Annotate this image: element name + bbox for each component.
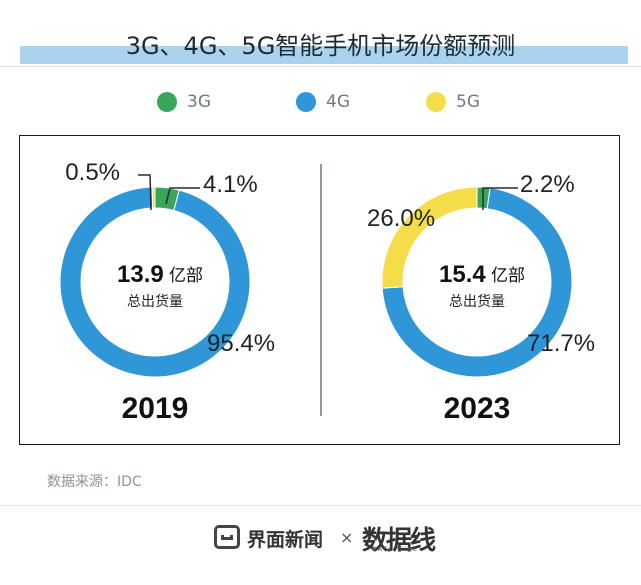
total-value-2019: 13.9 — [117, 261, 164, 288]
legend-item-3g: 3G — [157, 91, 211, 113]
brand-datawire-sub: DATA WIRE — [372, 546, 419, 553]
donut-2023-slice-5g — [381, 186, 478, 289]
leader-line-2019-5g — [138, 174, 152, 211]
brand-jiemian: 界面新闻 — [247, 529, 324, 551]
year-label-2023: 2023 — [444, 392, 511, 425]
total-value-2023: 15.4 — [439, 261, 486, 288]
legend-label-3g: 3G — [187, 92, 211, 112]
data-label-2023-3g: 2.2% — [520, 171, 575, 198]
chart-title: 3G、4G、5G智能手机市场份额预测 — [125, 32, 516, 60]
brand-datawire: 数据线 — [362, 526, 436, 556]
top-rule — [0, 66, 641, 67]
data-label-2019-3g: 4.1% — [203, 171, 258, 198]
data-label-2023-4g: 71.7% — [527, 330, 595, 357]
title-band — [20, 46, 628, 64]
chart-panel — [19, 135, 620, 445]
footer: 界面新闻 × 数据线 DATA WIRE — [0, 522, 641, 556]
leader-line-2023-3g — [482, 187, 518, 210]
donut-2023-slice-4g — [381, 187, 573, 378]
donut-2019-slice-4g — [59, 186, 251, 378]
data-source: 数据来源：IDC — [47, 474, 142, 490]
legend-item-4g: 4G — [296, 91, 350, 113]
total-unit-2019: 亿部 — [169, 266, 203, 286]
total-unit-2023: 亿部 — [491, 266, 525, 286]
data-label-2023-5g: 26.0% — [367, 205, 435, 232]
year-label-2019: 2019 — [122, 392, 189, 425]
leader-line-2019-3g — [165, 187, 200, 205]
legend-item-5g: 5G — [426, 91, 480, 113]
jiemian-logo-icon — [214, 525, 240, 549]
data-label-2019-5g: 0.5% — [65, 159, 120, 186]
legend: 3G 4G 5G — [0, 91, 641, 113]
footer-rule — [0, 505, 641, 506]
times-sign: × — [340, 528, 354, 547]
data-label-2019-4g: 95.4% — [207, 330, 275, 357]
legend-swatch-4g — [296, 92, 316, 112]
legend-label-5g: 5G — [456, 92, 480, 112]
total-label-2023: 总出货量 — [449, 293, 505, 310]
legend-swatch-3g — [157, 92, 177, 112]
panel-divider — [320, 164, 322, 416]
legend-label-4g: 4G — [326, 92, 350, 112]
total-label-2019: 总出货量 — [127, 293, 183, 310]
legend-swatch-5g — [426, 92, 446, 112]
